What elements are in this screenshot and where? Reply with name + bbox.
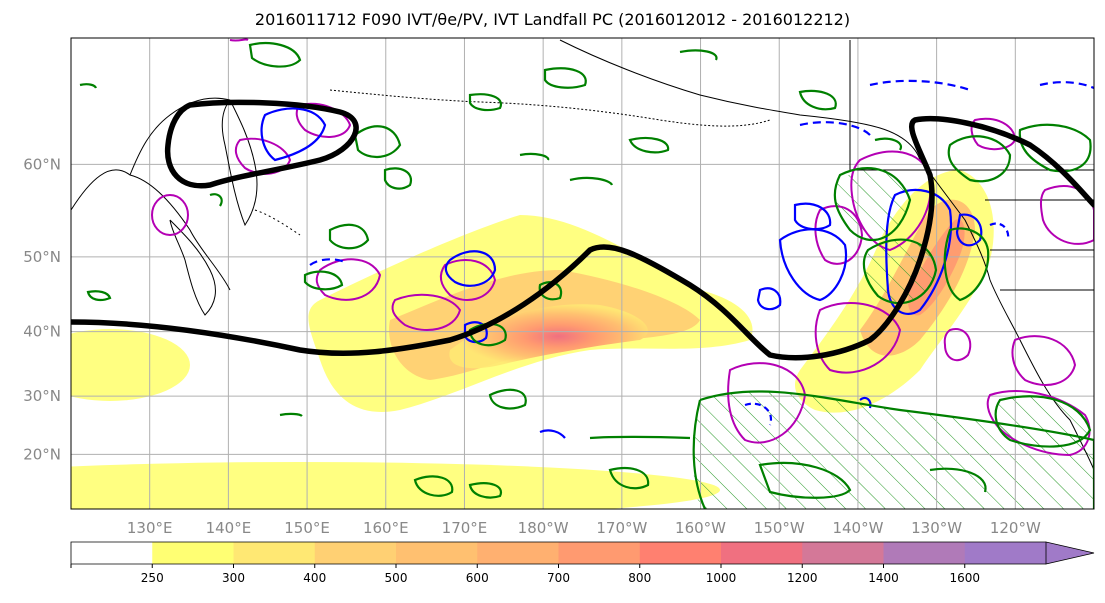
pv-hatched-regions bbox=[692, 169, 1094, 509]
ivt-landfall-pc-contours bbox=[71, 99, 1094, 361]
longitude-tick-label: 150°E bbox=[284, 519, 330, 537]
longitude-tick-label: 160°E bbox=[363, 519, 409, 537]
ivt-anomaly-contours bbox=[151, 38, 1094, 457]
longitude-tick-label: 180°W bbox=[518, 519, 569, 537]
colorbar-segment bbox=[314, 542, 397, 564]
colorbar-tick-label: 800 bbox=[628, 571, 651, 585]
colorbar-segment bbox=[558, 542, 641, 564]
longitude-tick-label: 140°E bbox=[206, 519, 252, 537]
aleutian-chain bbox=[329, 89, 771, 127]
colorbar-segment bbox=[802, 542, 884, 564]
colorbar-tick-label: 250 bbox=[141, 571, 164, 585]
colorbar-segment bbox=[477, 542, 559, 564]
colorbar-segment bbox=[396, 542, 478, 564]
figure-title: 2016011712 F090 IVT/θe/PV, IVT Landfall … bbox=[0, 10, 1105, 29]
alaska-coast bbox=[559, 39, 921, 161]
longitude-tick-label: 140°W bbox=[832, 519, 883, 537]
latitude-labels: 60°N 50°N 40°N 30°N 20°N bbox=[23, 155, 61, 463]
latitude-tick-label: 50°N bbox=[23, 248, 61, 266]
asia-coast bbox=[71, 40, 231, 300]
colorbar-tick-label: 1400 bbox=[868, 571, 899, 585]
longitude-tick-label: 170°E bbox=[442, 519, 488, 537]
latitude-tick-label: 60°N bbox=[23, 155, 61, 173]
longitude-tick-label: 170°W bbox=[596, 519, 647, 537]
map-border bbox=[70, 37, 1095, 510]
colorbar-segment bbox=[883, 542, 966, 564]
longitude-tick-label: 160°W bbox=[675, 519, 726, 537]
theta-e-contours bbox=[79, 42, 1094, 509]
ivt-jet-core bbox=[449, 304, 648, 369]
colorbar-segment bbox=[152, 542, 234, 564]
ivt-southwest-blob bbox=[71, 329, 190, 401]
ivt-south-band bbox=[71, 462, 720, 509]
longitude-labels: 130°E 140°E 150°E 160°E 170°E 180°W 170°W 160°W… bbox=[127, 519, 1041, 537]
colorbar-extend-arrow bbox=[1045, 541, 1095, 565]
colorbar-tick-label: 1000 bbox=[706, 571, 737, 585]
colorbar-segment bbox=[233, 542, 316, 564]
colorbar-segment bbox=[71, 542, 153, 564]
colorbar-segment bbox=[721, 542, 803, 564]
japan-islands bbox=[169, 219, 216, 316]
colorbar-tick-label: 1600 bbox=[949, 571, 980, 585]
longitude-tick-label: 120°W bbox=[990, 519, 1041, 537]
ivt-colorbar: 250 300 400 500 600 700 800 1000 1200 1400 1600 bbox=[70, 541, 1095, 585]
longitude-tick-label: 130°W bbox=[911, 519, 962, 537]
colorbar-tick-label: 700 bbox=[547, 571, 570, 585]
latitude-tick-label: 40°N bbox=[23, 323, 61, 341]
latitude-tick-label: 20°N bbox=[23, 445, 61, 463]
longitude-tick-label: 150°W bbox=[754, 519, 805, 537]
latitude-tick-label: 30°N bbox=[23, 387, 61, 405]
title-text: 2016011712 F090 IVT/θe/PV, IVT Landfall … bbox=[254, 10, 851, 29]
kamchatka-coast bbox=[221, 99, 258, 227]
colorbar-tick-label: 500 bbox=[385, 571, 408, 585]
us-state-lines bbox=[985, 199, 1094, 291]
colorbar-tick-label: 1200 bbox=[787, 571, 818, 585]
longitude-tick-label: 130°E bbox=[127, 519, 173, 537]
colorbar-segment bbox=[639, 542, 722, 564]
colorbar-segment bbox=[964, 542, 1047, 564]
colorbar-tick-label: 300 bbox=[222, 571, 245, 585]
colorbar-tick-label: 600 bbox=[466, 571, 489, 585]
colorbar-tick-label: 400 bbox=[303, 571, 326, 585]
